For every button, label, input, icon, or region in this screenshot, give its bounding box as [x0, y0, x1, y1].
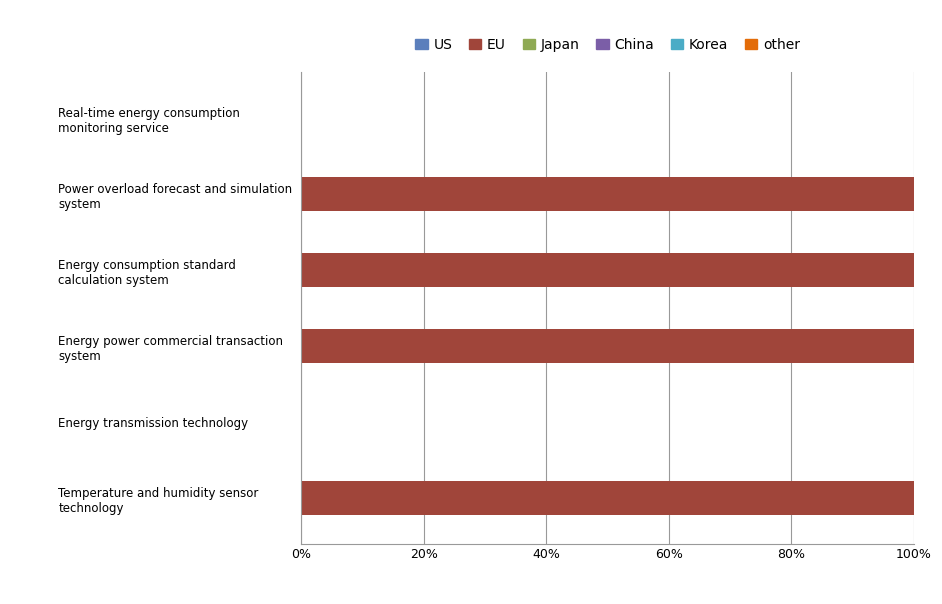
Bar	[301, 253, 914, 287]
Legend: US, EU, Japan, China, Korea, other: US, EU, Japan, China, Korea, other	[410, 32, 805, 57]
Bar	[301, 177, 914, 211]
Bar	[301, 329, 914, 363]
Bar	[301, 481, 914, 515]
